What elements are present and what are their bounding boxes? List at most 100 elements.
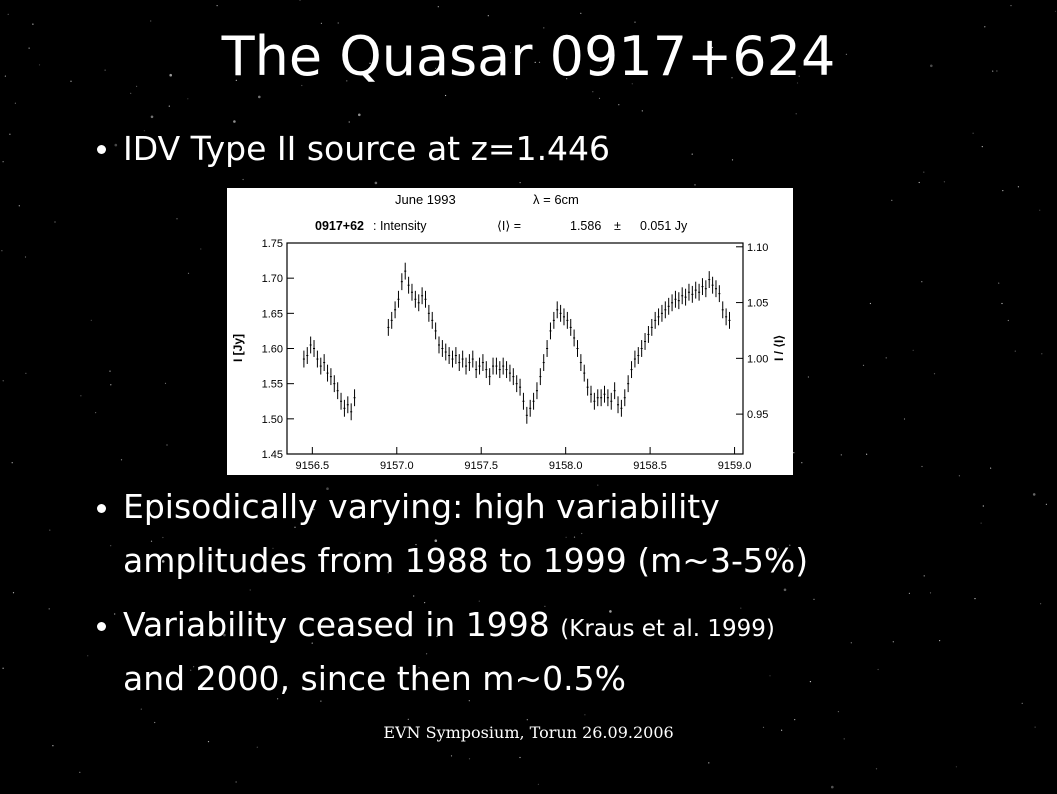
star [14, 102, 16, 104]
data-point [458, 354, 461, 372]
data-point [552, 311, 555, 329]
data-point [660, 304, 663, 322]
star [190, 669, 192, 671]
data-point [640, 340, 643, 357]
star [154, 721, 156, 724]
star [109, 370, 111, 372]
star [424, 602, 426, 604]
bullet-3-citation: (Kraus et al. 1999) [560, 616, 775, 642]
star [369, 155, 371, 157]
data-point [708, 271, 711, 289]
star [793, 452, 795, 454]
star [653, 626, 656, 629]
star [869, 302, 872, 305]
star [923, 575, 925, 577]
star [468, 758, 471, 760]
star [711, 46, 713, 49]
data-point [573, 329, 576, 347]
star [426, 653, 428, 655]
star [795, 113, 797, 115]
star [939, 640, 941, 642]
data-point [441, 340, 444, 357]
data-point [302, 350, 305, 368]
star [600, 66, 602, 69]
star [691, 153, 693, 155]
star [908, 592, 911, 595]
star [519, 756, 521, 759]
star [358, 113, 361, 117]
star [955, 766, 958, 768]
star [18, 205, 20, 207]
star [943, 181, 946, 183]
star [38, 64, 41, 66]
star [843, 738, 845, 740]
data-point [566, 311, 569, 329]
data-point [694, 281, 697, 299]
data-point [684, 288, 687, 306]
data-point [316, 350, 319, 368]
star [418, 667, 420, 669]
data-point [606, 389, 609, 407]
star [114, 613, 116, 615]
data-point [610, 392, 613, 410]
star [731, 77, 733, 79]
data-point [444, 343, 447, 361]
y-tick-label-left: 1.70 [262, 273, 283, 285]
data-point [691, 285, 694, 303]
figure-mean-value: 1.586 [570, 219, 601, 233]
data-point [309, 336, 312, 354]
data-point [728, 311, 731, 329]
data-point [677, 292, 680, 310]
star [358, 551, 361, 555]
star [166, 444, 168, 446]
data-point [394, 301, 397, 319]
star [592, 91, 594, 93]
star [1032, 493, 1036, 496]
star [580, 12, 582, 14]
figure-mean-label: ⟨I⟩ = [497, 219, 521, 233]
data-point [505, 361, 508, 379]
data-point [519, 378, 522, 396]
star [200, 248, 202, 250]
data-point [633, 350, 636, 368]
star [48, 608, 50, 610]
star [918, 181, 920, 184]
x-tick-label: 9157.5 [464, 460, 498, 472]
data-point [556, 301, 559, 319]
star [783, 588, 787, 592]
data-point [603, 385, 606, 403]
data-point [508, 364, 511, 382]
star [984, 26, 986, 28]
star [875, 768, 878, 770]
data-point [488, 368, 491, 386]
star [584, 714, 586, 716]
data-point [589, 385, 593, 403]
star [892, 641, 894, 643]
star [2, 667, 4, 669]
y-tick-label-left: 1.75 [262, 238, 283, 250]
star [891, 199, 893, 201]
data-point [437, 336, 441, 354]
star [534, 61, 536, 64]
data-point [630, 361, 633, 379]
data-point [721, 301, 724, 319]
star [1, 250, 3, 252]
star [921, 465, 923, 468]
data-point [387, 318, 390, 336]
star [277, 698, 279, 700]
star [929, 592, 932, 594]
data-point [600, 389, 603, 407]
data-point [427, 304, 430, 322]
x-tick-label: 9156.5 [296, 460, 330, 472]
data-point [664, 301, 667, 319]
data-point [687, 283, 690, 301]
data-point [593, 392, 596, 410]
data-point [468, 354, 471, 372]
star [921, 281, 923, 283]
star [1007, 319, 1009, 322]
star [320, 700, 322, 702]
data-point [586, 378, 589, 396]
star [216, 5, 218, 7]
data-point [613, 382, 616, 400]
star [294, 526, 296, 528]
